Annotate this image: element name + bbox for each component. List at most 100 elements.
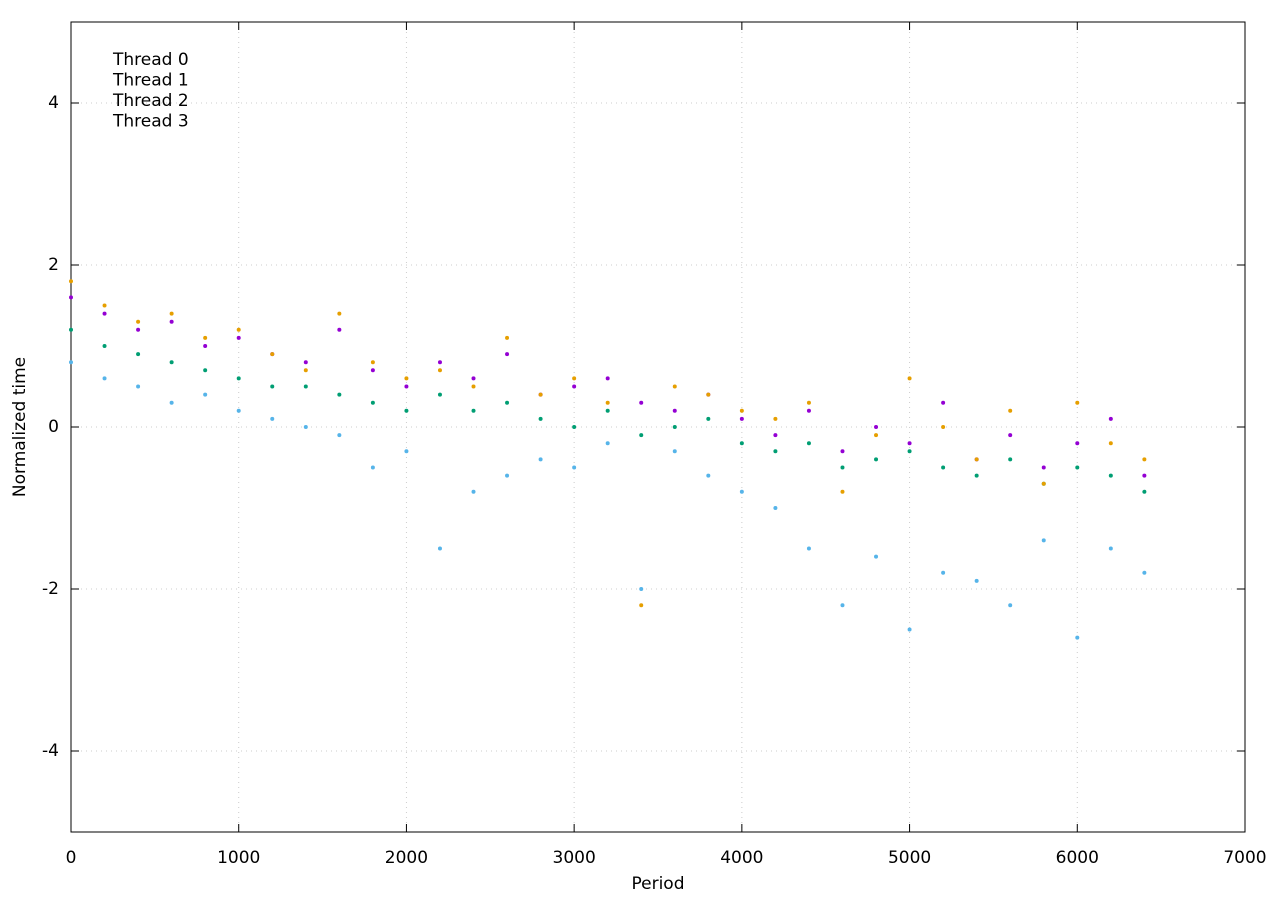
point <box>136 352 141 357</box>
point <box>471 408 476 413</box>
point <box>538 457 543 462</box>
point <box>404 376 409 381</box>
legend-label: Thread 0 <box>112 50 189 70</box>
point <box>404 408 409 413</box>
point <box>370 465 375 470</box>
point <box>672 384 677 389</box>
point <box>370 360 375 365</box>
point <box>572 384 577 389</box>
point <box>941 465 946 470</box>
point <box>773 433 778 438</box>
point <box>806 546 811 551</box>
point <box>1142 570 1147 575</box>
point <box>505 352 510 357</box>
point <box>639 400 644 405</box>
point <box>1075 441 1080 446</box>
point <box>806 400 811 405</box>
point <box>1041 538 1046 543</box>
point <box>471 489 476 494</box>
point <box>1008 433 1013 438</box>
point <box>370 400 375 405</box>
point <box>739 408 744 413</box>
point <box>69 279 73 284</box>
point <box>974 578 979 583</box>
x-tick-label: 1000 <box>217 848 260 868</box>
point <box>907 449 912 454</box>
point <box>102 344 107 348</box>
point <box>337 327 342 332</box>
point <box>538 416 543 421</box>
point <box>337 433 342 438</box>
point <box>136 327 141 332</box>
point <box>270 416 275 421</box>
point <box>437 546 442 551</box>
point <box>806 408 811 413</box>
y-tick-label: 4 <box>48 93 59 113</box>
point <box>169 319 174 324</box>
legend-label: Thread 1 <box>112 71 189 91</box>
legend-label: Thread 2 <box>112 91 189 111</box>
point <box>505 400 510 405</box>
point <box>840 489 845 494</box>
point <box>437 392 442 397</box>
point <box>706 416 711 421</box>
point <box>639 587 644 591</box>
point <box>706 473 711 478</box>
point <box>69 295 73 300</box>
point <box>907 627 912 632</box>
point <box>236 376 241 381</box>
point <box>907 376 912 381</box>
point <box>102 376 107 381</box>
point <box>303 384 308 389</box>
point <box>639 603 644 608</box>
point <box>941 425 946 429</box>
point <box>672 449 677 454</box>
point <box>1041 465 1046 470</box>
point <box>1008 603 1013 608</box>
y-tick-label: -2 <box>42 579 59 599</box>
point <box>270 384 275 389</box>
point <box>605 408 610 413</box>
legend-label: Thread 3 <box>112 112 189 132</box>
point <box>941 570 946 575</box>
point <box>437 360 442 365</box>
point <box>1008 408 1013 413</box>
plot-frame <box>70 21 1246 833</box>
point <box>203 344 208 348</box>
point <box>840 449 845 454</box>
point <box>236 335 241 340</box>
x-tick-label: 4000 <box>720 848 763 868</box>
point <box>370 368 375 373</box>
point <box>169 360 174 365</box>
point <box>605 400 610 405</box>
point <box>1075 635 1080 640</box>
point <box>136 384 141 389</box>
x-tick-label: 5000 <box>888 848 931 868</box>
point <box>974 473 979 478</box>
point <box>773 506 778 510</box>
point <box>471 384 476 389</box>
point <box>69 327 73 332</box>
point <box>572 425 577 429</box>
point <box>169 311 174 316</box>
x-tick-label: 3000 <box>553 848 596 868</box>
point <box>739 489 744 494</box>
point <box>203 368 208 373</box>
point <box>437 368 442 373</box>
point <box>1108 416 1113 421</box>
point <box>1142 489 1147 494</box>
x-tick-label: 7000 <box>1223 848 1266 868</box>
point <box>303 425 308 429</box>
point <box>404 384 409 389</box>
point <box>303 368 308 373</box>
point <box>806 441 811 446</box>
point <box>203 392 208 397</box>
point <box>1008 457 1013 462</box>
point <box>605 376 610 381</box>
point <box>1142 457 1147 462</box>
y-tick-label: 2 <box>48 255 59 275</box>
point <box>907 441 912 446</box>
point <box>974 457 979 462</box>
point <box>303 360 308 365</box>
